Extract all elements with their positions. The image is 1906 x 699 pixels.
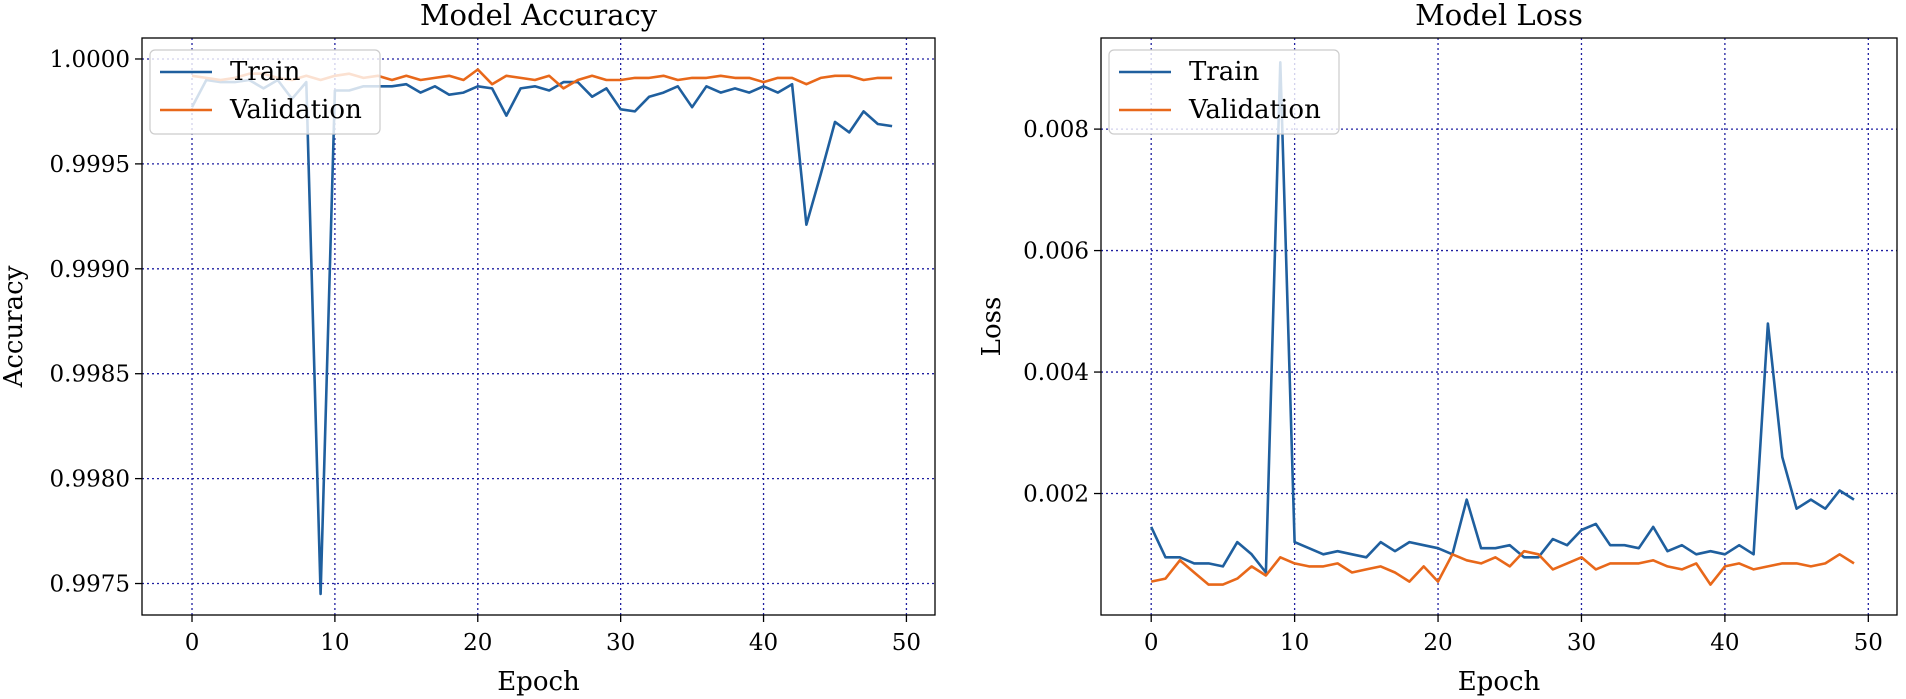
loss-y-tick-label: 0.006 — [1023, 239, 1089, 265]
loss-legend-label-train: Train — [1189, 57, 1260, 87]
accuracy-x-tick-label: 20 — [463, 630, 492, 656]
accuracy-y-tick-label: 0.9990 — [50, 257, 130, 283]
accuracy-y-tick-label: 0.9985 — [50, 362, 130, 388]
accuracy-chart: 0 10 20 30 40 50 0.9975 0.9980 0.9985 0.9990 0.999… — [0, 0, 936, 697]
accuracy-plot-frame — [141, 37, 936, 616]
accuracy-y-tick-label: 0.9980 — [50, 467, 130, 493]
loss-x-tick-label: 30 — [1567, 630, 1596, 656]
accuracy-x-tick-label: 40 — [749, 630, 778, 656]
loss-x-tick-label: 0 — [1144, 630, 1159, 656]
accuracy-x-tick-label: 50 — [892, 630, 921, 656]
loss-series-train-line — [1150, 60, 1855, 574]
loss-y-axis-label: Loss — [977, 297, 1007, 357]
loss-x-tick-label: 40 — [1710, 630, 1739, 656]
loss-y-tick-label: 0.008 — [1023, 117, 1089, 143]
accuracy-series-train-line — [190, 78, 893, 596]
accuracy-y-tick-label: 0.9975 — [50, 572, 130, 598]
accuracy-x-axis-label: Epoch — [497, 667, 580, 697]
loss-chart: 0 10 20 30 40 50 0.002 0.004 0.006 0.008 Model Los… — [977, 0, 1898, 697]
loss-chart-title: Model Loss — [1415, 0, 1583, 32]
loss-x-tick-label: 20 — [1423, 630, 1452, 656]
loss-y-tick-label: 0.004 — [1023, 360, 1089, 386]
loss-series-validation-line — [1150, 549, 1855, 586]
accuracy-chart-title: Model Accuracy — [420, 0, 658, 32]
accuracy-x-tick-label: 0 — [185, 630, 200, 656]
accuracy-legend-label-train: Train — [230, 57, 301, 87]
accuracy-legend: Train Validation — [149, 49, 381, 135]
loss-plot-frame — [1100, 37, 1898, 616]
loss-x-axis-label: Epoch — [1458, 667, 1541, 697]
loss-legend: Train Validation — [1108, 49, 1340, 135]
loss-x-tick-label: 50 — [1854, 630, 1883, 656]
accuracy-x-tick-label: 30 — [606, 630, 635, 656]
accuracy-y-axis-label: Accuracy — [0, 265, 29, 388]
accuracy-y-tick-label: 1.0000 — [50, 47, 130, 73]
loss-x-tick-label: 10 — [1280, 630, 1309, 656]
accuracy-y-tick-label: 0.9995 — [50, 152, 130, 178]
accuracy-legend-label-validation: Validation — [229, 95, 362, 125]
accuracy-x-tick-label: 10 — [320, 630, 349, 656]
loss-y-tick-label: 0.002 — [1023, 482, 1089, 508]
loss-legend-label-validation: Validation — [1188, 95, 1321, 125]
